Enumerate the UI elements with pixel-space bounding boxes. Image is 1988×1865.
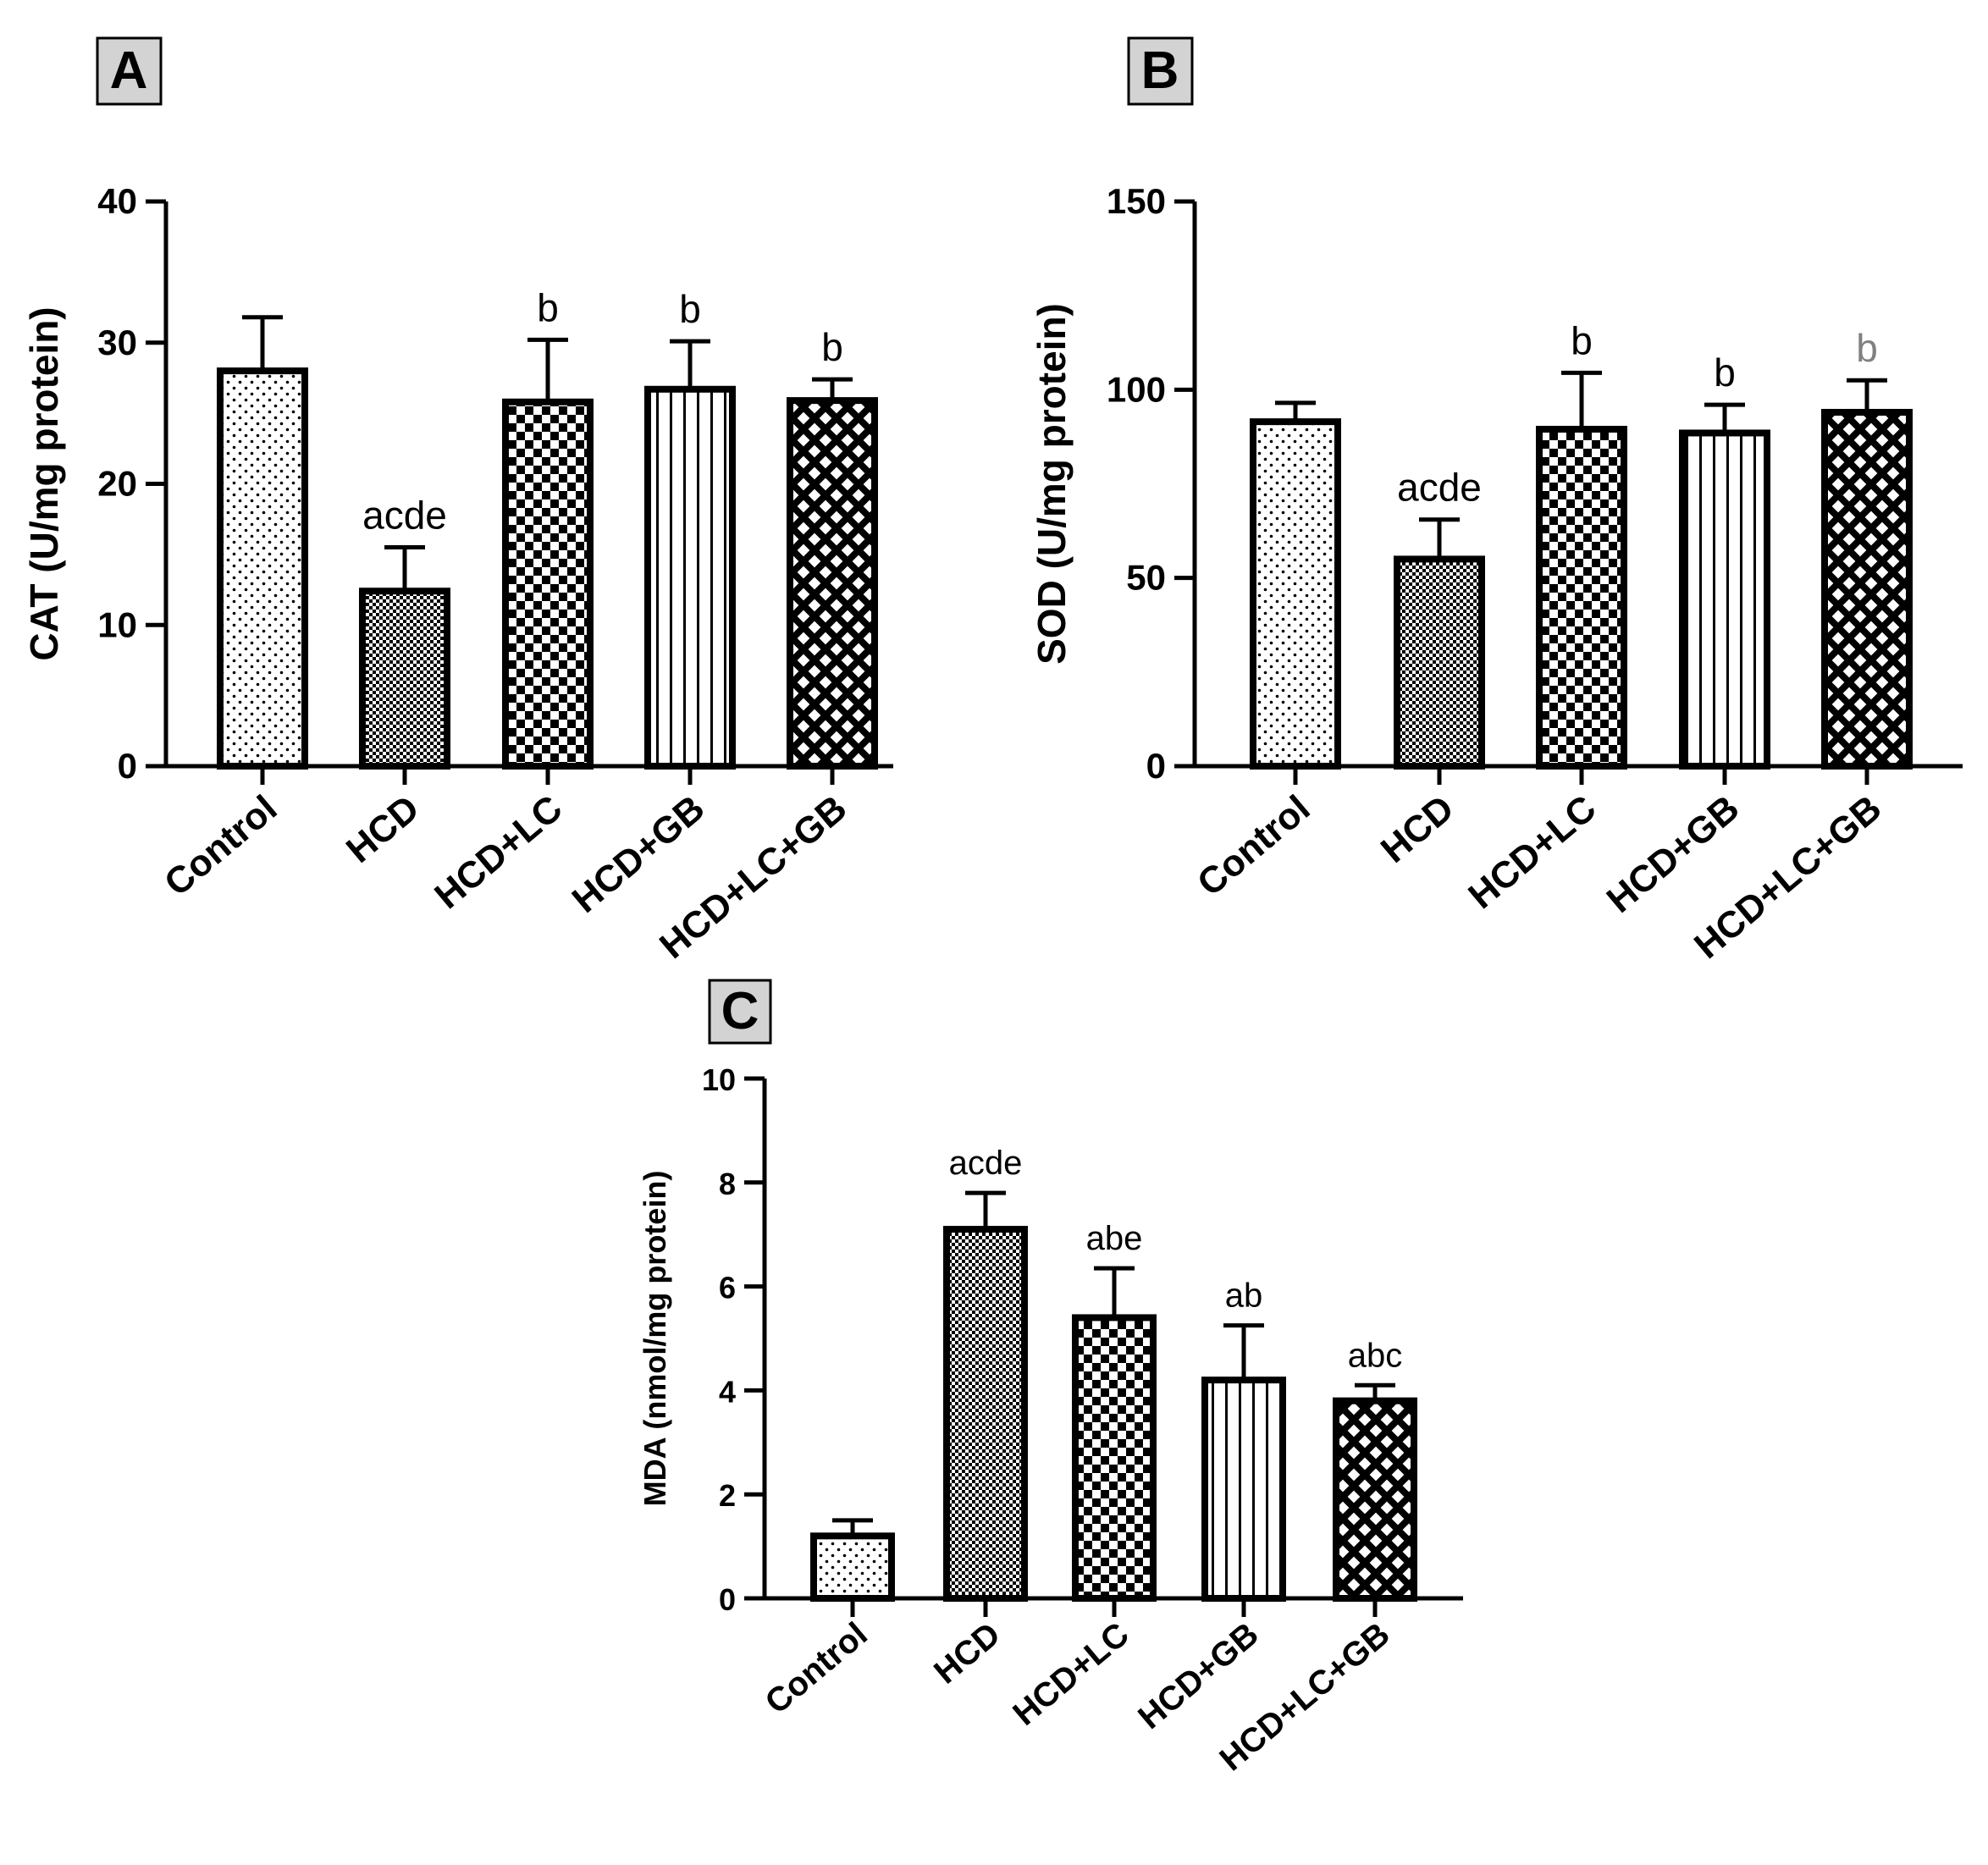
y-tick-label-b-3: 150 [1107,181,1166,221]
error-bar-c-4 [1355,1382,1395,1401]
category-label-a-3: HCD+GB [565,787,713,921]
error-bar-a-4 [812,377,853,401]
significance-label-b-2: b [1571,318,1593,362]
bar-c-1 [943,1226,1028,1603]
panel-label-box-a [96,36,163,106]
bar-a-4 [787,397,878,770]
significance-label-b-1: acde [1397,466,1482,510]
significance-label-c-3: ab [1225,1277,1263,1315]
category-label-c-1: HCD [927,1615,1008,1691]
y-axis-title-a: CAT (U/mg protein) [22,306,66,660]
category-label-b-3: HCD+GB [1599,787,1748,921]
chart-panel-b: BControlacdeHCDbHCD+LCbHCD+GBbHCD+LC+GB0… [1030,36,1963,967]
category-label-a-0: Control [157,787,284,904]
y-tick-label-c-4: 8 [719,1167,736,1201]
bar-b-0 [1250,418,1341,770]
error-bar-b-2 [1561,370,1602,430]
error-bar-a-3 [670,339,710,389]
bar-c-4 [1333,1397,1417,1603]
bar-c-3 [1201,1377,1286,1602]
category-label-b-2: HCD+LC [1461,787,1604,917]
error-bar-a-1 [384,545,425,592]
category-label-c-2: HCD+LC [1006,1615,1135,1733]
error-bar-c-3 [1223,1323,1264,1381]
panel-label-a: A [110,41,148,100]
error-bar-a-2 [527,337,568,402]
chart-panel-c: CControlacdeHCDabeHCD+LCabHCD+GBabcHCD+L… [638,979,1463,1778]
y-tick-label-c-3: 6 [719,1271,736,1305]
y-tick-label-b-0: 0 [1146,746,1166,786]
y-tick-label-c-2: 4 [719,1374,736,1409]
y-tick-label-b-2: 100 [1107,369,1166,409]
category-label-b-0: Control [1190,787,1317,904]
significance-label-a-2: b [537,285,559,329]
bar-a-1 [359,588,450,770]
significance-label-c-2: abe [1086,1220,1143,1257]
y-axis-title-b: SOD (U/mg protein) [1030,303,1074,665]
chart-panel-a: AControlacdeHCDbHCD+LCbHCD+GBbHCD+LC+GB0… [22,36,893,967]
significance-label-c-4: abc [1348,1337,1403,1374]
category-label-c-3: HCD+GB [1131,1615,1266,1736]
significance-label-b-3: b [1714,350,1736,395]
y-axis-title-c: MDA (nmol/mg protein) [638,1171,672,1507]
y-tick-label-a-3: 30 [97,323,137,362]
y-tick-label-c-1: 2 [719,1478,736,1513]
bar-c-0 [810,1532,895,1602]
category-label-b-1: HCD [1373,787,1462,871]
error-bar-b-0 [1275,400,1316,422]
y-tick-label-c-0: 0 [719,1582,736,1617]
panel-label-box-c [708,979,772,1045]
bar-b-3 [1679,429,1770,770]
significance-label-c-1: acde [949,1145,1023,1182]
bar-b-1 [1394,555,1485,770]
category-label-c-0: Control [759,1615,875,1721]
panel-label-b: B [1141,41,1179,100]
category-label-a-2: HCD+LC [427,787,570,917]
error-bar-b-4 [1847,378,1887,413]
bar-b-4 [1821,409,1913,770]
bar-a-0 [217,367,308,770]
significance-label-b-4: b [1856,326,1878,370]
y-tick-label-c-5: 10 [702,1062,736,1097]
y-tick-label-b-1: 50 [1126,558,1166,598]
y-tick-label-a-1: 10 [97,604,137,644]
bar-a-2 [502,398,594,770]
significance-label-a-3: b [679,287,701,331]
category-label-a-1: HCD [339,787,428,871]
panel-label-c: C [721,982,759,1040]
significance-label-a-1: acde [362,494,447,538]
error-bar-b-3 [1704,402,1745,433]
error-bar-b-1 [1419,517,1460,560]
error-bar-c-0 [832,1518,873,1537]
error-bar-c-2 [1094,1266,1135,1318]
panel-label-box-b [1127,36,1194,106]
significance-label-a-4: b [821,325,843,369]
y-tick-label-a-2: 20 [97,464,137,504]
y-tick-label-a-4: 40 [97,181,137,221]
bar-c-2 [1072,1314,1157,1602]
y-tick-label-a-0: 0 [118,746,137,786]
bar-b-2 [1536,426,1627,770]
error-bar-a-0 [242,315,283,372]
bar-a-3 [644,385,736,770]
error-bar-c-1 [965,1190,1006,1230]
